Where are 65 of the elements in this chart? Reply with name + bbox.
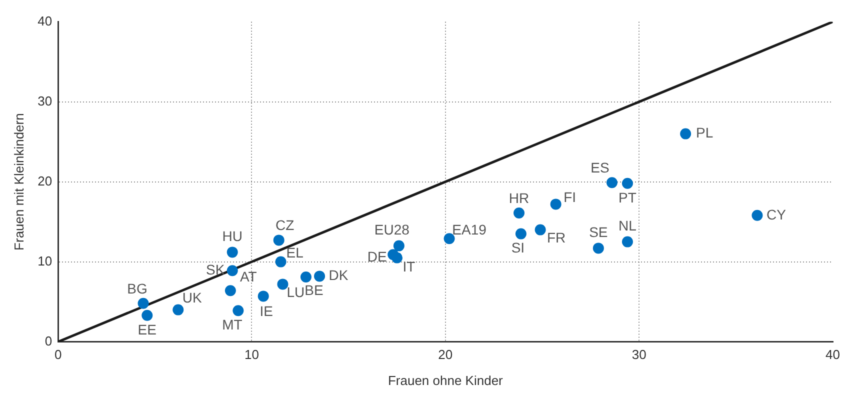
point bbox=[172, 304, 184, 316]
point bbox=[142, 310, 153, 321]
annotation: PT bbox=[618, 189, 637, 206]
point bbox=[314, 270, 326, 282]
point bbox=[606, 177, 618, 188]
point bbox=[680, 128, 692, 140]
annotation: IT bbox=[402, 258, 416, 275]
annotation: SI bbox=[511, 240, 525, 256]
y-tick-label: 20 bbox=[38, 173, 52, 188]
annotation: NL bbox=[618, 218, 637, 234]
point bbox=[622, 178, 633, 189]
point bbox=[275, 256, 286, 268]
point bbox=[300, 272, 312, 282]
point bbox=[444, 233, 455, 244]
annotation: EL bbox=[286, 244, 304, 261]
annotation: AT bbox=[240, 268, 258, 284]
y-axis-title: Frauen mit Kleinkindern bbox=[11, 113, 26, 250]
x-tick-label: 40 bbox=[826, 347, 840, 362]
point bbox=[232, 305, 244, 316]
point bbox=[226, 246, 238, 258]
annotation: IE bbox=[260, 303, 273, 320]
annotation: DE bbox=[367, 248, 387, 264]
point bbox=[226, 265, 238, 276]
x-tick-label: 20 bbox=[438, 347, 453, 362]
point bbox=[138, 298, 149, 309]
x-axis-title: Frauen ohne Kinder bbox=[388, 372, 504, 388]
annotation: CZ bbox=[276, 217, 295, 234]
point bbox=[258, 290, 269, 302]
point bbox=[534, 224, 546, 236]
point bbox=[277, 278, 288, 290]
annotation: LU bbox=[286, 284, 305, 300]
y-tick-label: 10 bbox=[38, 253, 52, 268]
annotation: PL bbox=[696, 124, 714, 141]
annotation: DK bbox=[328, 267, 349, 284]
annotation: FR bbox=[546, 230, 566, 246]
annotation: FI bbox=[564, 189, 576, 206]
annotation: HR bbox=[508, 190, 530, 206]
x-tick-label: 30 bbox=[632, 347, 646, 362]
annotation: MT bbox=[222, 316, 243, 332]
point bbox=[273, 234, 284, 246]
annotation: UK bbox=[182, 290, 203, 306]
y-tick-label: 30 bbox=[38, 93, 52, 108]
annotation: BG bbox=[127, 280, 148, 296]
point bbox=[514, 208, 525, 218]
point bbox=[391, 252, 402, 264]
annotation: SK bbox=[206, 261, 226, 278]
annotation: BE bbox=[304, 282, 324, 298]
point bbox=[550, 198, 562, 210]
point bbox=[592, 242, 604, 254]
point bbox=[752, 210, 763, 221]
annotation: CY bbox=[766, 206, 787, 222]
point bbox=[224, 285, 236, 296]
point bbox=[393, 240, 404, 252]
annotation: ES bbox=[590, 159, 610, 176]
x-tick-label: 0 bbox=[54, 347, 62, 362]
annotation: EA19 bbox=[452, 221, 487, 238]
point bbox=[622, 236, 633, 248]
x-tick-label: 10 bbox=[244, 347, 259, 362]
annotation: EU28 bbox=[374, 222, 410, 238]
annotation: HU bbox=[222, 228, 242, 244]
y-tick-label: 0 bbox=[44, 333, 52, 348]
y-tick-label: 40 bbox=[38, 13, 52, 28]
point bbox=[515, 228, 526, 240]
annotation: SE bbox=[589, 224, 608, 240]
annotation: EE bbox=[138, 321, 156, 338]
